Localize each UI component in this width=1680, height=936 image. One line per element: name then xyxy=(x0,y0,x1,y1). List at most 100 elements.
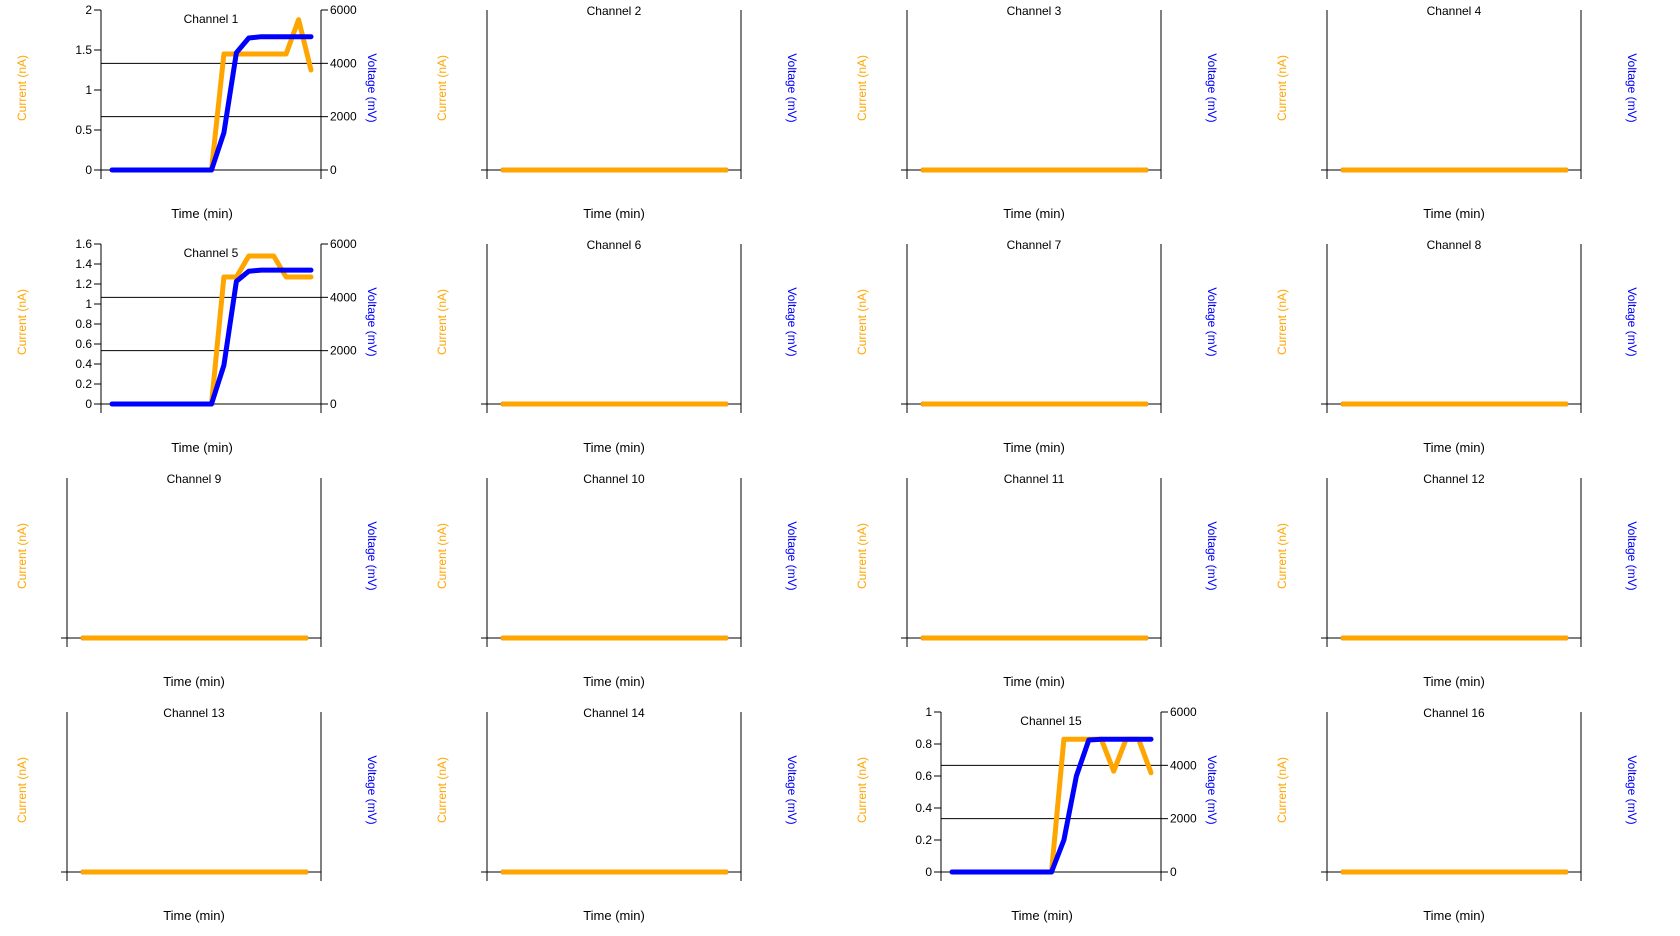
y-axis-label-current: Current (nA) xyxy=(435,756,449,824)
y-tick-label-right: 4000 xyxy=(1170,758,1197,772)
y-axis-label-voltage: Voltage (mV) xyxy=(1625,521,1639,591)
y-tick-label-right: 6000 xyxy=(1170,705,1197,719)
y-tick-label-left: 0.2 xyxy=(915,833,932,847)
x-axis-label: Time (min) xyxy=(1003,206,1065,221)
chart-title: Channel 4 xyxy=(1426,4,1482,18)
x-axis-label: Time (min) xyxy=(583,206,645,221)
y-tick-label-right: 6000 xyxy=(330,3,357,17)
y-tick-label-left: 1.6 xyxy=(75,237,92,251)
y-axis-label-voltage: Voltage (mV) xyxy=(785,287,799,357)
chart-panel-channel-5: 0 0.2 0.4 0.6 0.8 1 1.2 1.4 1.6 0 2000 4000 6000 Chan… xyxy=(0,234,420,468)
y-axis-label-current: Current (nA) xyxy=(855,288,869,356)
y-tick-label-right: 4000 xyxy=(330,290,357,304)
y-tick-label-right: 0 xyxy=(330,397,337,411)
chart-title: Channel 6 xyxy=(586,238,642,252)
chart-panel-channel-15: 0 0.2 0.4 0.6 0.8 1 0 2000 4000 6000 Channel 15 Tim… xyxy=(840,702,1260,936)
y-tick-label-left: 0 xyxy=(85,397,92,411)
series-current-line xyxy=(109,17,314,173)
x-axis-label: Time (min) xyxy=(1003,674,1065,689)
y-axis-label-voltage: Voltage (mV) xyxy=(785,521,799,591)
x-axis-label: Time (min) xyxy=(163,674,225,689)
y-axis-label-current: Current (nA) xyxy=(15,54,29,122)
chart-panel-channel-7: Channel 7 Time (min) Current (nA) Voltage (… xyxy=(840,234,1260,468)
y-tick-label-right: 2000 xyxy=(1170,812,1197,826)
chart-title: Channel 8 xyxy=(1426,238,1482,252)
y-axis-label-voltage: Voltage (mV) xyxy=(1205,53,1219,123)
chart-svg xyxy=(1321,712,1582,881)
y-axis-label-current: Current (nA) xyxy=(855,756,869,824)
x-axis-label: Time (min) xyxy=(583,908,645,923)
chart-title: Channel 5 xyxy=(183,246,239,260)
y-axis-label-current: Current (nA) xyxy=(1275,288,1289,356)
chart-panel-channel-10: Channel 10 Time (min) Current (nA) Voltage … xyxy=(420,468,840,702)
x-axis-label: Time (min) xyxy=(163,908,225,923)
y-axis-label-current: Current (nA) xyxy=(15,756,29,824)
y-tick-label-right: 4000 xyxy=(330,56,357,70)
chart-title: Channel 12 xyxy=(1423,472,1485,486)
chart-panel-channel-6: Channel 6 Time (min) Current (nA) Voltage (… xyxy=(420,234,840,468)
y-axis-label-voltage: Voltage (mV) xyxy=(365,53,379,123)
y-tick-label-left: 0.8 xyxy=(75,317,92,331)
chart-title: Channel 13 xyxy=(163,706,225,720)
x-axis-label: Time (min) xyxy=(1423,908,1485,923)
series-current-line xyxy=(949,736,1154,875)
chart-panel-channel-1: 0 0.5 1 1.5 2 0 2000 4000 6000 Channel 1 Time (min… xyxy=(0,0,420,234)
x-axis-label: Time (min) xyxy=(1423,440,1485,455)
chart-title: Channel 1 xyxy=(183,12,239,26)
y-tick-label-left: 0.4 xyxy=(75,357,92,371)
y-tick-label-right: 2000 xyxy=(330,110,357,124)
y-axis-label-current: Current (nA) xyxy=(855,522,869,590)
y-axis-label-voltage: Voltage (mV) xyxy=(785,53,799,123)
y-axis-label-voltage: Voltage (mV) xyxy=(1625,53,1639,123)
y-tick-label-right: 0 xyxy=(1170,865,1177,879)
y-tick-label-left: 0.4 xyxy=(915,801,932,815)
y-tick-label-left: 0.6 xyxy=(75,337,92,351)
y-axis-label-voltage: Voltage (mV) xyxy=(1625,287,1639,357)
y-tick-label-right: 2000 xyxy=(330,344,357,358)
y-axis-label-voltage: Voltage (mV) xyxy=(785,755,799,825)
y-axis-label-voltage: Voltage (mV) xyxy=(1205,287,1219,357)
chart-title: Channel 14 xyxy=(583,706,645,720)
series-current-line xyxy=(109,253,314,407)
chart-title: Channel 10 xyxy=(583,472,645,486)
chart-svg xyxy=(901,478,1162,647)
y-tick-label-left: 2 xyxy=(85,3,92,17)
x-axis-label: Time (min) xyxy=(1423,674,1485,689)
y-axis-label-current: Current (nA) xyxy=(1275,54,1289,122)
chart-svg xyxy=(901,10,1162,179)
y-axis-label-current: Current (nA) xyxy=(1275,522,1289,590)
y-tick-label-left: 1.5 xyxy=(75,43,92,57)
y-axis-label-current: Current (nA) xyxy=(435,54,449,122)
chart-svg xyxy=(1321,478,1582,647)
y-tick-label-left: 1.2 xyxy=(75,277,92,291)
y-tick-label-left: 0 xyxy=(85,163,92,177)
y-axis-label-voltage: Voltage (mV) xyxy=(365,755,379,825)
y-axis-label-current: Current (nA) xyxy=(1275,756,1289,824)
chart-svg xyxy=(1321,244,1582,413)
chart-svg xyxy=(901,244,1162,413)
chart-panel-channel-16: Channel 16 Time (min) Current (nA) Voltage … xyxy=(1260,702,1680,936)
chart-svg xyxy=(481,712,742,881)
y-axis-label-current: Current (nA) xyxy=(435,288,449,356)
y-tick-label-left: 0 xyxy=(925,865,932,879)
y-tick-label-left: 1 xyxy=(85,83,92,97)
chart-panel-channel-11: Channel 11 Time (min) Current (nA) Voltage … xyxy=(840,468,1260,702)
y-axis-label-current: Current (nA) xyxy=(15,288,29,356)
chart-panel-channel-14: Channel 14 Time (min) Current (nA) Voltage … xyxy=(420,702,840,936)
x-axis-label: Time (min) xyxy=(1011,908,1073,923)
x-axis-label: Time (min) xyxy=(171,440,233,455)
chart-svg: 0 0.2 0.4 0.6 0.8 1 0 2000 4000 6000 xyxy=(915,705,1197,881)
chart-title: Channel 16 xyxy=(1423,706,1485,720)
chart-panel-channel-2: Channel 2 Time (min) Current (nA) Voltage (… xyxy=(420,0,840,234)
x-axis-label: Time (min) xyxy=(583,440,645,455)
chart-title: Channel 2 xyxy=(586,4,642,18)
y-tick-label-left: 0.5 xyxy=(75,123,92,137)
y-tick-label-left: 0.2 xyxy=(75,377,92,391)
chart-panel-channel-3: Channel 3 Time (min) Current (nA) Voltage (… xyxy=(840,0,1260,234)
chart-svg xyxy=(61,478,322,647)
y-tick-label-left: 0.8 xyxy=(915,737,932,751)
y-axis-label-current: Current (nA) xyxy=(435,522,449,590)
y-axis-label-voltage: Voltage (mV) xyxy=(365,521,379,591)
y-axis-label-voltage: Voltage (mV) xyxy=(1205,755,1219,825)
